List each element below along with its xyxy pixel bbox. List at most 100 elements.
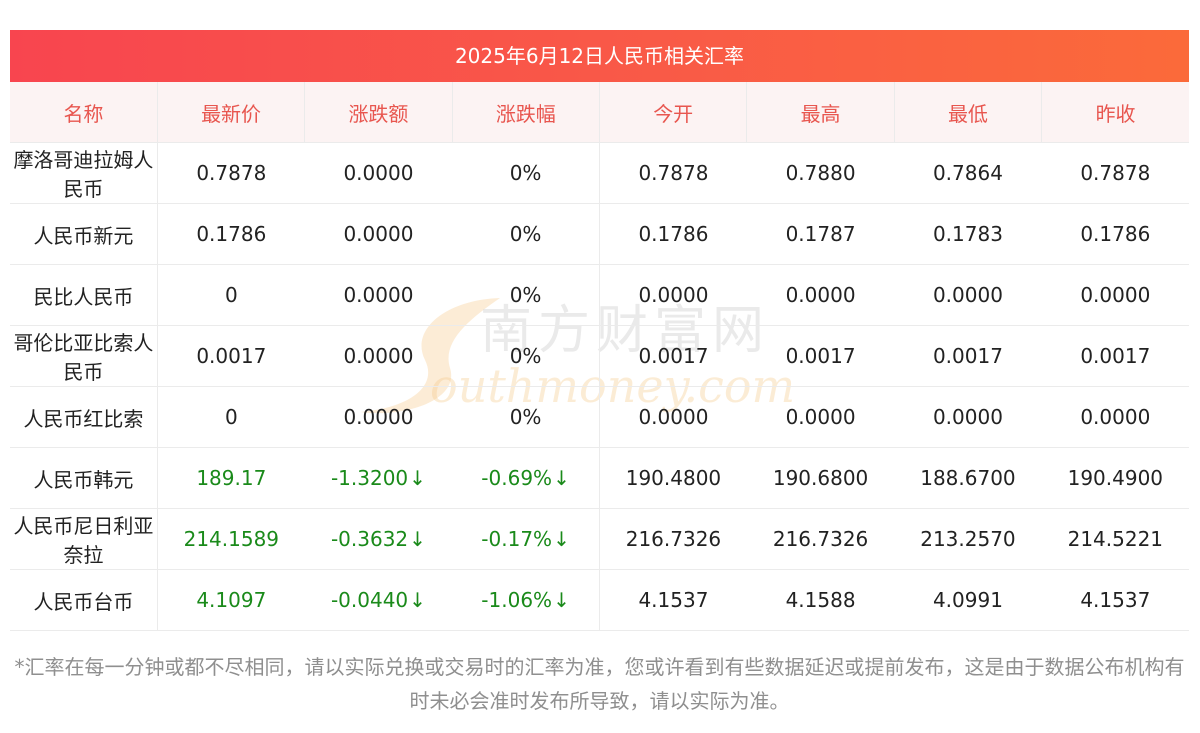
cell-change-pct: -0.69%↓ xyxy=(452,448,599,509)
cell-open-value: 0.7878 xyxy=(638,161,708,185)
cell-open: 0.7878 xyxy=(600,143,747,204)
cell-latest-value: 189.17 xyxy=(196,466,266,490)
cell-change-pct: 0% xyxy=(452,265,599,326)
cell-open: 0.1786 xyxy=(600,204,747,265)
cell-change-pct-value: -1.06% xyxy=(481,588,552,612)
cell-high-value: 0.0000 xyxy=(786,405,856,429)
cell-name-value: 人民币红比索 xyxy=(23,407,143,431)
cell-open-value: 0.1786 xyxy=(638,222,708,246)
cell-latest-value: 0 xyxy=(225,405,238,429)
cell-name-value: 摩洛哥迪拉姆人民币 xyxy=(13,148,153,201)
cell-change-pct-value: 0% xyxy=(510,344,542,368)
cell-prev-close-value: 214.5221 xyxy=(1068,527,1163,551)
cell-change-pct-value: 0% xyxy=(510,283,542,307)
column-header-low: 最低 xyxy=(894,82,1041,143)
cell-name: 人民币台币 xyxy=(10,570,157,631)
cell-low: 4.0991 xyxy=(894,570,1041,631)
cell-prev-close: 190.4900 xyxy=(1042,448,1189,509)
rate-table-panel: 2025年6月12日人民币相关汇率 名称 最新价 涨跌额 涨跌幅 今开 最高 最… xyxy=(10,30,1189,631)
cell-latest: 4.1097 xyxy=(157,570,304,631)
table-row: 人民币尼日利亚奈拉 214.1589 -0.3632↓ -0.17%↓ 216.7326… xyxy=(10,509,1189,570)
cell-low-value: 0.1783 xyxy=(933,222,1003,246)
cell-change-pct: 0% xyxy=(452,387,599,448)
cell-low-value: 0.0000 xyxy=(933,283,1003,307)
cell-latest: 189.17 xyxy=(157,448,304,509)
cell-high: 216.7326 xyxy=(747,509,894,570)
cell-prev-close: 0.0000 xyxy=(1042,265,1189,326)
cell-prev-close-value: 0.7878 xyxy=(1080,161,1150,185)
down-arrow-icon: ↓ xyxy=(409,527,426,551)
cell-latest-value: 0.0017 xyxy=(196,344,266,368)
cell-change: 0.0000 xyxy=(305,326,452,387)
cell-low: 0.0017 xyxy=(894,326,1041,387)
cell-open-value: 0.0000 xyxy=(638,283,708,307)
table-row: 哥伦比亚比索人民币 0.0017 0.0000 0% 0.0017 0.0017 0.001… xyxy=(10,326,1189,387)
table-row: 摩洛哥迪拉姆人民币 0.7878 0.0000 0% 0.7878 0.7880 0.786… xyxy=(10,143,1189,204)
cell-low: 0.0000 xyxy=(894,265,1041,326)
cell-change: 0.0000 xyxy=(305,387,452,448)
cell-change-pct: -0.17%↓ xyxy=(452,509,599,570)
table-row: 人民币韩元 189.17 -1.3200↓ -0.69%↓ 190.4800 190.68… xyxy=(10,448,1189,509)
cell-prev-close: 0.7878 xyxy=(1042,143,1189,204)
cell-open-value: 216.7326 xyxy=(626,527,721,551)
cell-prev-close: 0.0017 xyxy=(1042,326,1189,387)
cell-prev-close-value: 0.0017 xyxy=(1080,344,1150,368)
cell-high: 0.0000 xyxy=(747,265,894,326)
cell-high: 0.0000 xyxy=(747,387,894,448)
column-header-open: 今开 xyxy=(600,82,747,143)
table-row: 人民币新元 0.1786 0.0000 0% 0.1786 0.1787 0.1783 0.1… xyxy=(10,204,1189,265)
cell-low-value: 0.0000 xyxy=(933,405,1003,429)
cell-low-value: 0.7864 xyxy=(933,161,1003,185)
cell-prev-close-value: 0.1786 xyxy=(1080,222,1150,246)
cell-low-value: 4.0991 xyxy=(933,588,1003,612)
cell-change-pct-value: 0% xyxy=(510,161,542,185)
cell-prev-close: 214.5221 xyxy=(1042,509,1189,570)
cell-low: 0.7864 xyxy=(894,143,1041,204)
cell-prev-close-value: 190.4900 xyxy=(1068,466,1163,490)
cell-name: 摩洛哥迪拉姆人民币 xyxy=(10,143,157,204)
cell-latest: 214.1589 xyxy=(157,509,304,570)
cell-open: 0.0017 xyxy=(600,326,747,387)
cell-name: 人民币新元 xyxy=(10,204,157,265)
cell-high-value: 0.0017 xyxy=(786,344,856,368)
cell-prev-close: 4.1537 xyxy=(1042,570,1189,631)
cell-prev-close-value: 4.1537 xyxy=(1080,588,1150,612)
cell-latest: 0.7878 xyxy=(157,143,304,204)
down-arrow-icon: ↓ xyxy=(553,588,570,612)
column-header-change: 涨跌额 xyxy=(305,82,452,143)
cell-name-value: 人民币新元 xyxy=(33,224,133,248)
cell-latest-value: 0 xyxy=(225,283,238,307)
cell-change: -0.3632↓ xyxy=(305,509,452,570)
cell-change-value: 0.0000 xyxy=(343,222,413,246)
cell-change-pct: 0% xyxy=(452,204,599,265)
cell-low: 188.6700 xyxy=(894,448,1041,509)
cell-high-value: 0.0000 xyxy=(786,283,856,307)
cell-change-value: -1.3200 xyxy=(331,466,408,490)
cell-change-pct-value: -0.69% xyxy=(481,466,552,490)
cell-open: 190.4800 xyxy=(600,448,747,509)
table-row: 人民币台币 4.1097 -0.0440↓ -1.06%↓ 4.1537 4.1588 4.… xyxy=(10,570,1189,631)
cell-name: 人民币韩元 xyxy=(10,448,157,509)
cell-open: 0.0000 xyxy=(600,387,747,448)
cell-change-pct-value: -0.17% xyxy=(481,527,552,551)
cell-high: 0.7880 xyxy=(747,143,894,204)
cell-high-value: 190.6800 xyxy=(773,466,868,490)
cell-latest-value: 4.1097 xyxy=(196,588,266,612)
cell-low-value: 213.2570 xyxy=(920,527,1015,551)
cell-change-value: 0.0000 xyxy=(343,344,413,368)
cell-high-value: 216.7326 xyxy=(773,527,868,551)
cell-name: 人民币尼日利亚奈拉 xyxy=(10,509,157,570)
cell-latest-value: 0.1786 xyxy=(196,222,266,246)
cell-change: 0.0000 xyxy=(305,143,452,204)
cell-high-value: 4.1588 xyxy=(786,588,856,612)
cell-latest: 0.1786 xyxy=(157,204,304,265)
cell-open: 4.1537 xyxy=(600,570,747,631)
cell-change-pct: 0% xyxy=(452,326,599,387)
cell-open-value: 0.0000 xyxy=(638,405,708,429)
table-title: 2025年6月12日人民币相关汇率 xyxy=(10,30,1189,82)
cell-low: 213.2570 xyxy=(894,509,1041,570)
cell-latest: 0.0017 xyxy=(157,326,304,387)
down-arrow-icon: ↓ xyxy=(409,466,426,490)
column-header-name: 名称 xyxy=(10,82,157,143)
cell-change-value: 0.0000 xyxy=(343,405,413,429)
